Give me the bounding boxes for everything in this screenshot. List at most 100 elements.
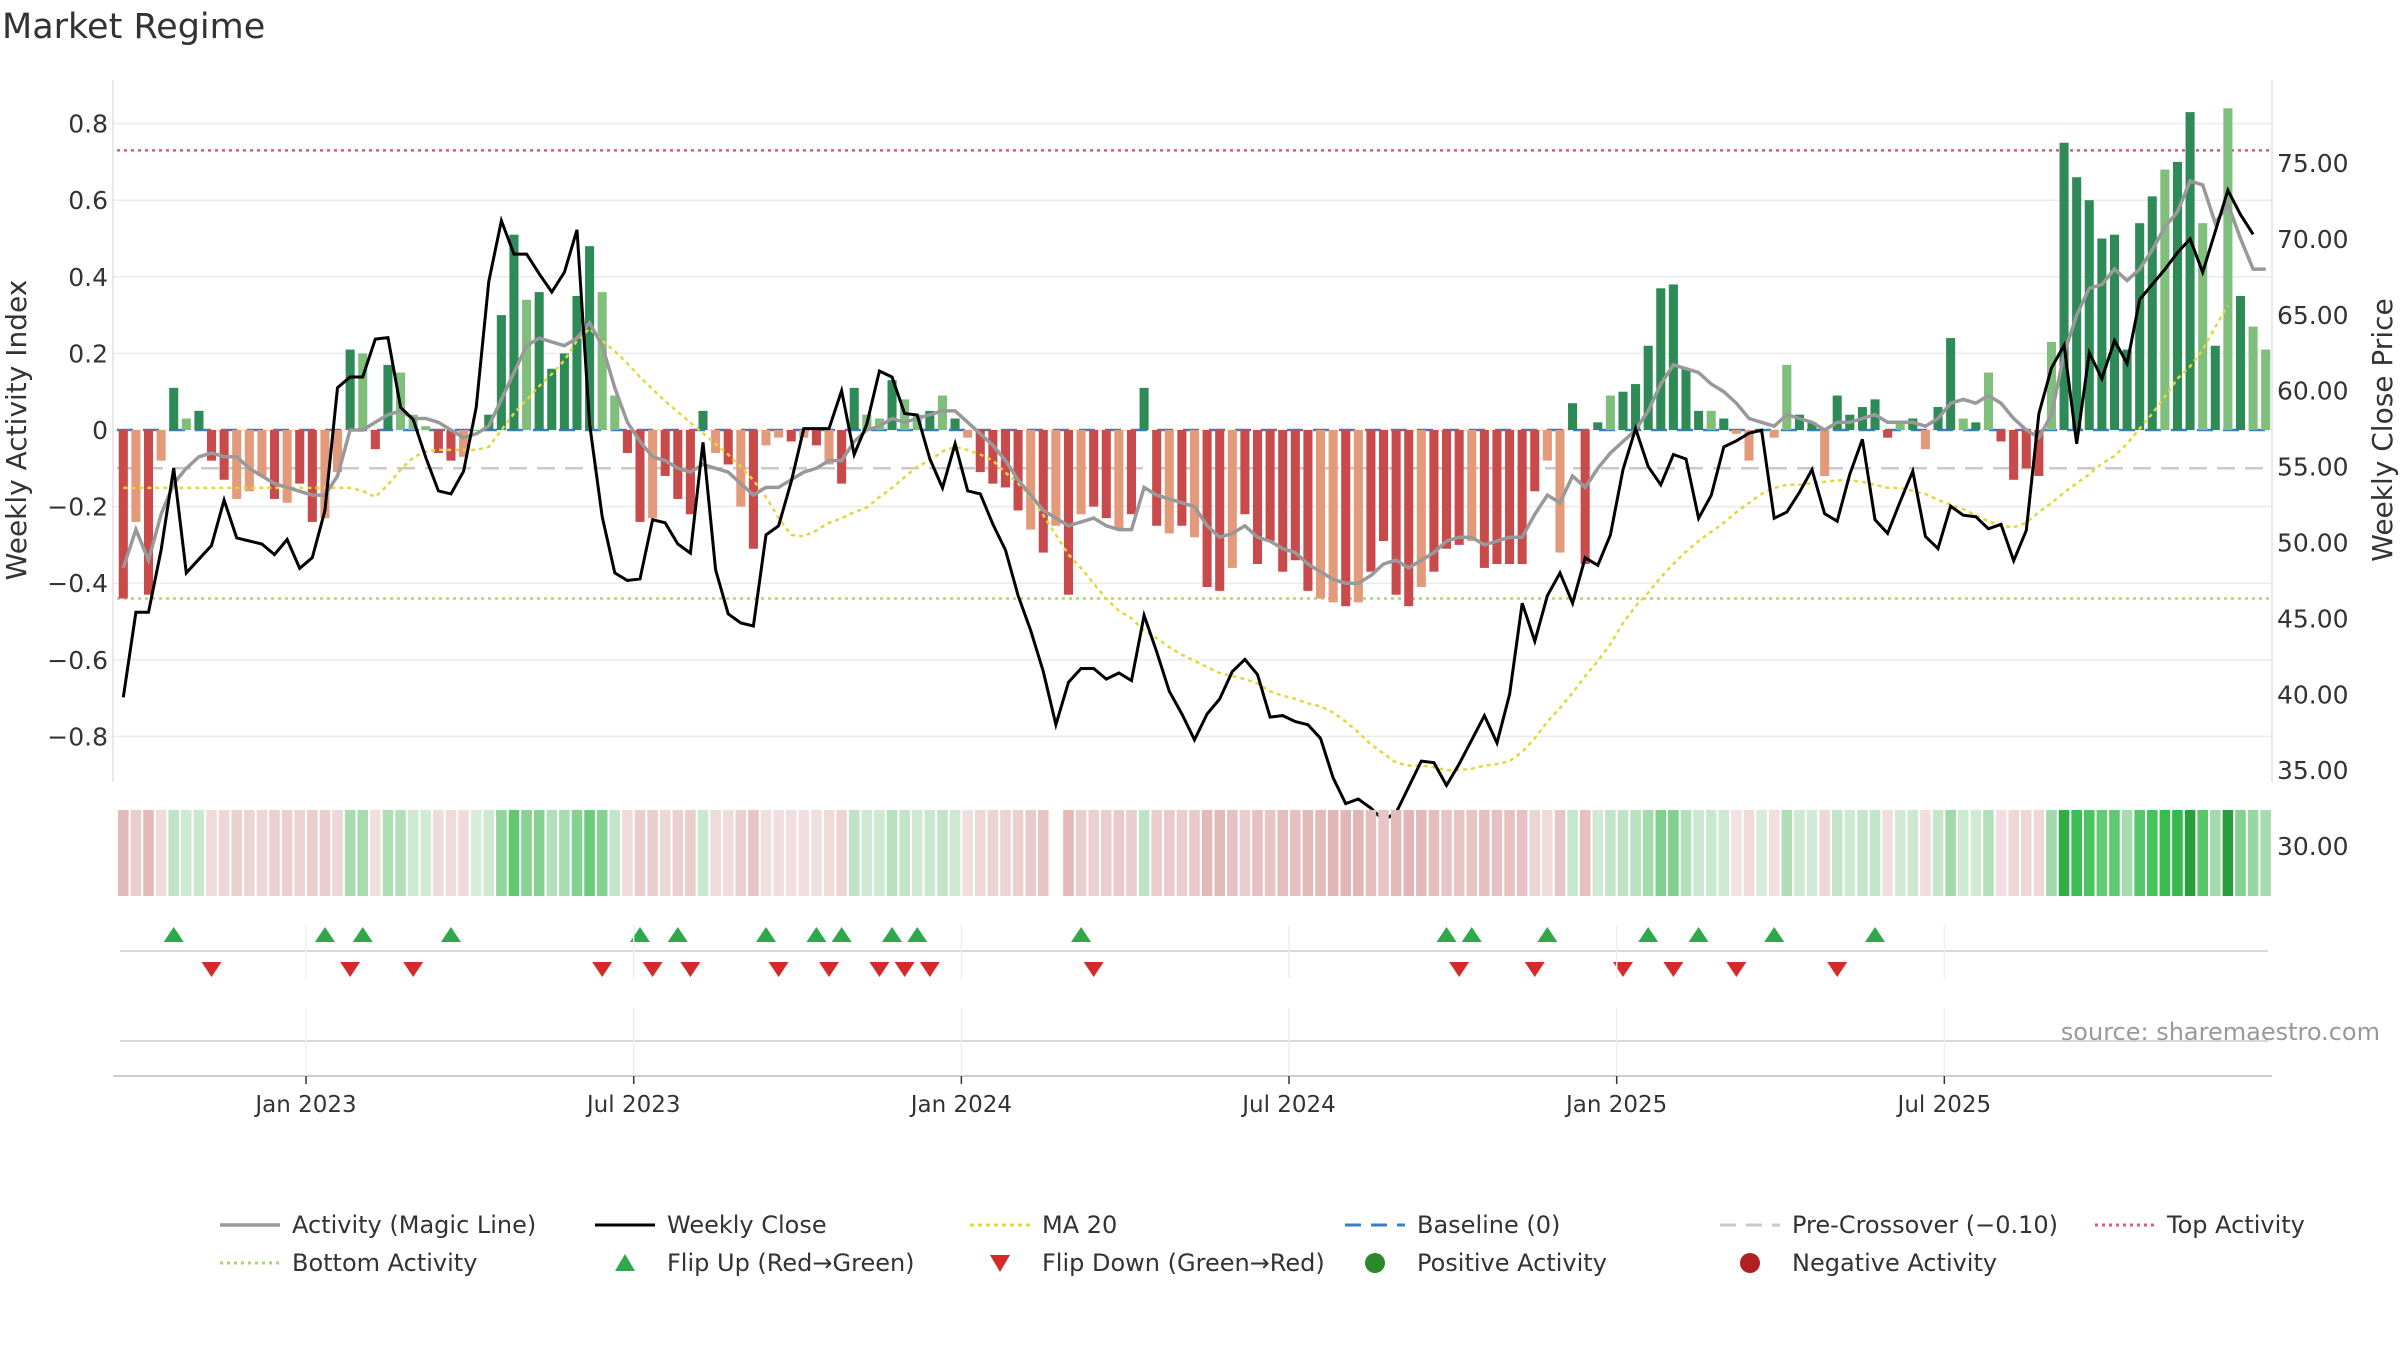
activity-bar — [2046, 341, 2056, 430]
legend: Activity (Magic Line) Weekly Close MA 20 Ba… — [220, 1211, 2305, 1277]
regime-cell — [1075, 810, 1087, 896]
regime-cell — [1542, 810, 1553, 896]
regime-cell — [1680, 810, 1692, 896]
regime-cell — [1353, 810, 1364, 896]
regime-cell — [1743, 810, 1755, 896]
activity-bar — [1668, 284, 1678, 430]
activity-bar — [1555, 430, 1565, 553]
regime-cell — [1227, 810, 1238, 896]
regime-cell — [1630, 810, 1641, 896]
flip-up-marker — [882, 927, 903, 942]
activity-bar — [2097, 238, 2107, 430]
activity-bar — [723, 430, 733, 465]
flip-down-marker — [403, 962, 424, 977]
flip-down-marker — [1083, 962, 1104, 977]
activity-bar — [1139, 387, 1149, 430]
regime-cell — [521, 810, 532, 896]
flip-down-marker — [919, 962, 940, 977]
activity-bar — [345, 349, 355, 430]
regime-cell — [1882, 810, 1893, 896]
activity-bar — [2248, 326, 2258, 430]
activity-bar — [1794, 414, 1804, 430]
regime-cell — [1290, 810, 1301, 896]
legend-label: Weekly Close — [667, 1211, 827, 1239]
regime-cell — [1529, 810, 1541, 896]
flip-up-marker — [806, 927, 827, 942]
regime-cell — [1453, 810, 1465, 896]
activity-bar — [1051, 430, 1061, 526]
regime-strip — [118, 810, 2271, 896]
activity-bar — [206, 430, 217, 461]
regime-cell — [281, 810, 293, 896]
activity-bar — [1189, 430, 1200, 538]
activity-bar — [307, 430, 317, 522]
activity-bar — [1744, 430, 1754, 461]
regime-cell — [2083, 810, 2095, 896]
regime-cell — [193, 810, 205, 896]
y-tick-label-left: 0.8 — [68, 110, 108, 139]
activity-bar — [459, 430, 469, 457]
regime-cell — [1365, 810, 1377, 896]
activity-bar — [673, 430, 683, 499]
activity-bar — [711, 430, 721, 453]
activity-bar — [1290, 430, 1300, 561]
activity-bar — [2261, 349, 2271, 430]
regime-cell — [924, 810, 936, 896]
regime-cell — [2247, 810, 2259, 896]
activity-bar — [1303, 430, 1313, 591]
regime-cell — [899, 810, 910, 896]
activity-bar — [320, 430, 330, 519]
activity-bar — [2135, 223, 2145, 430]
activity-bar — [748, 430, 758, 549]
x-tick-label: Jan 2023 — [253, 1092, 356, 1118]
regime-cell — [2184, 810, 2196, 896]
regime-cell — [785, 810, 797, 896]
regime-cell — [1012, 810, 1024, 896]
regime-cell — [445, 810, 457, 896]
regime-cell — [1970, 810, 1982, 896]
activity-bar — [2223, 108, 2233, 430]
legend-label: Positive Activity — [1417, 1249, 1607, 1277]
activity-bar — [1227, 430, 1237, 568]
activity-bar — [1920, 430, 1930, 450]
regime-cell — [1113, 810, 1125, 896]
legend-item: Activity (Magic Line) — [220, 1211, 536, 1239]
regime-cell — [760, 810, 772, 896]
activity-bar — [572, 295, 582, 430]
flip-up-marker — [1436, 927, 1457, 942]
y-tick-label-right: 75.00 — [2277, 149, 2349, 178]
activity-bar — [1404, 430, 1414, 607]
activity-bar — [1958, 418, 1968, 430]
y-tick-label-left: −0.8 — [47, 722, 108, 751]
activity-bar — [1530, 430, 1540, 492]
flip-down-marker — [642, 962, 663, 977]
series-lines — [121, 178, 2266, 823]
red-circle-icon — [1740, 1253, 1760, 1273]
activity-bar — [1908, 418, 1918, 430]
regime-cell — [231, 810, 243, 896]
regime-cell — [2222, 810, 2234, 896]
activity-bar — [1366, 430, 1376, 572]
green-circle-icon — [1365, 1253, 1385, 1273]
flip-down-marker — [869, 962, 890, 977]
flip-down-marker — [592, 962, 613, 977]
activity-bar — [660, 430, 670, 476]
regime-cell — [1151, 810, 1162, 896]
regime-cell — [848, 810, 860, 896]
regime-cell — [433, 810, 444, 896]
regime-cell — [659, 810, 671, 896]
activity-bar — [1101, 430, 1111, 519]
y-tick-label-right: 50.00 — [2277, 529, 2349, 558]
activity-bar — [1656, 288, 1666, 430]
activity-bar — [1605, 395, 1615, 430]
source-note: source: sharemaestro.com — [2061, 1018, 2380, 1046]
activity-magic-line — [121, 178, 2266, 585]
regime-cell — [1416, 810, 1427, 896]
regime-cell — [307, 810, 318, 896]
regime-cell — [1554, 810, 1566, 896]
activity-bar — [1026, 430, 1036, 530]
y-tick-label-right: 70.00 — [2277, 225, 2349, 254]
regime-cell — [244, 810, 255, 896]
activity-bar — [433, 430, 443, 453]
regime-cell — [143, 810, 154, 896]
